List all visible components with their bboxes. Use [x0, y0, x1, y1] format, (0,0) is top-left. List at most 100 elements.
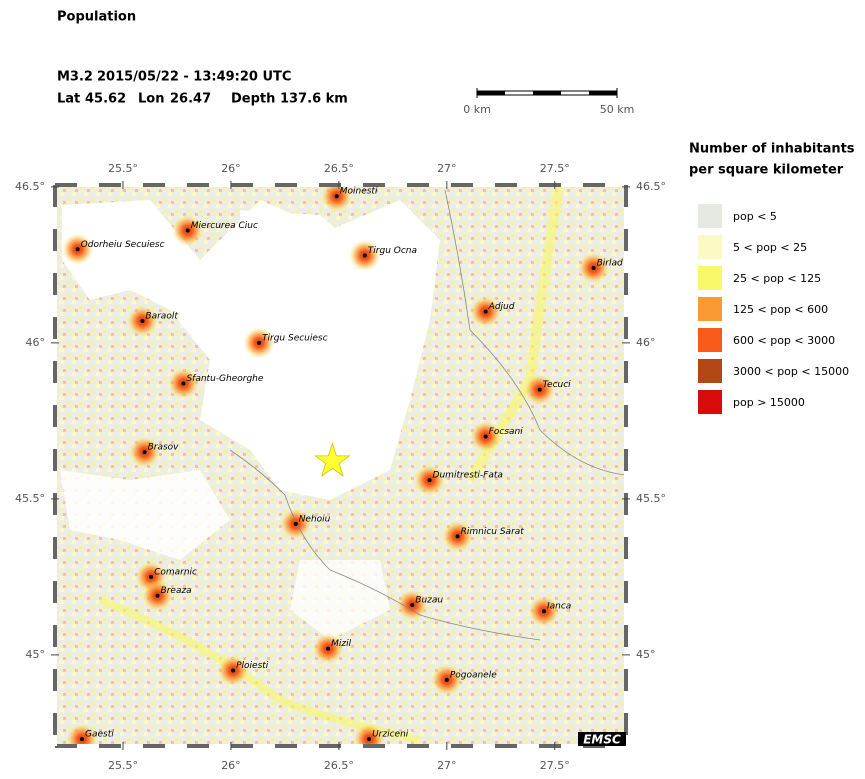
city-dot — [334, 194, 339, 199]
city-dot — [142, 450, 147, 455]
legend-label: pop > 15000 — [733, 396, 805, 409]
legend-swatch — [698, 297, 722, 321]
x-tick-label: 27° — [437, 162, 457, 175]
event-time: 2015/05/22 - 13:49:20 UTC — [97, 70, 291, 85]
city-label: Brasov — [148, 443, 180, 453]
credit-box — [578, 732, 626, 746]
x-tick-label: 27° — [437, 759, 457, 772]
y-tick-label: 45° — [26, 648, 46, 661]
city-label: Baraolt — [145, 312, 178, 322]
y-tick-label: 45.5° — [15, 492, 45, 505]
city-dot — [140, 319, 145, 324]
city-halo — [353, 723, 386, 746]
city-label: Moinesti — [340, 187, 378, 197]
city-dot — [591, 265, 596, 270]
city-label: Urziceni — [372, 730, 409, 740]
city-label: Rimnicu Sarat — [461, 527, 525, 537]
legend-title: Number of inhabitants — [689, 142, 855, 157]
legend-label: 5 < pop < 25 — [733, 241, 807, 254]
legend-label: 125 < pop < 600 — [733, 303, 828, 316]
city-label: Odorheiu Secuiesc — [81, 240, 165, 250]
y-tick-label: 46.5° — [15, 180, 45, 193]
city-label: Mizil — [331, 639, 351, 649]
legend-swatch — [698, 328, 722, 352]
legend-swatch — [698, 235, 722, 259]
legend-label: 600 < pop < 3000 — [733, 334, 835, 347]
depth-value: 137.6 km — [280, 92, 348, 107]
city-label: Tirgu Secuiesc — [262, 333, 328, 343]
scale-bar — [476, 88, 618, 98]
river — [444, 189, 627, 476]
y-tick-label: 45.5° — [636, 492, 666, 505]
x-tick-label: 27.5° — [540, 162, 570, 175]
city-dot — [362, 253, 367, 258]
population-raster — [55, 185, 626, 746]
city-label: Adjud — [488, 302, 515, 312]
city-label: Comarnic — [154, 567, 197, 577]
city-label: Miercurea Ciuc — [191, 221, 258, 231]
city-dot — [293, 521, 298, 526]
legend-label: pop < 5 — [733, 210, 777, 223]
lon-value: 26.47 — [170, 92, 211, 107]
legend-label: 3000 < pop < 15000 — [733, 365, 849, 378]
x-tick-label: 26° — [221, 162, 241, 175]
city-dot — [326, 646, 331, 651]
city-label: Tirgu Ocna — [368, 246, 417, 256]
city-dot — [231, 668, 236, 673]
city-label: Birlad — [597, 258, 623, 268]
city-label: Pogoanele — [450, 670, 497, 680]
x-tick-label: 27.5° — [540, 759, 570, 772]
city-halo — [65, 723, 98, 746]
city-dot — [155, 593, 160, 598]
city-label: Nehoiu — [299, 514, 331, 524]
city-halo — [320, 185, 353, 213]
city-label: Sfantu-Gheorghe — [186, 374, 263, 384]
legend-swatch — [698, 266, 722, 290]
city-label: Gaesti — [85, 730, 114, 740]
city-label: Ploiesti — [236, 661, 269, 671]
city-dot — [181, 381, 186, 386]
legend-swatch — [698, 204, 722, 228]
legend-swatch — [698, 359, 722, 383]
city-label: Ianca — [547, 602, 571, 612]
city-dot — [541, 609, 546, 614]
city-label: Focsani — [489, 427, 524, 437]
city-dot — [537, 387, 542, 392]
x-tick-label: 25.5° — [108, 759, 138, 772]
city-dot — [75, 247, 80, 252]
border — [229, 449, 541, 641]
city-dot — [410, 602, 415, 607]
city-dot — [483, 434, 488, 439]
y-tick-label: 45° — [636, 648, 656, 661]
city-dot — [427, 478, 432, 483]
x-tick-label: 26.5° — [324, 162, 354, 175]
scale-end: 50 km — [600, 103, 635, 116]
city-label: Dumitresti-Fata — [433, 471, 503, 481]
map-frame: 25.5° 25.5° 26° 26° 26.5° 26.5° 27° 27° 27.5° 27.… — [15, 162, 666, 772]
y-tick-label: 46° — [26, 336, 46, 349]
city-dot — [185, 228, 190, 233]
lat-value: 45.62 — [85, 92, 126, 107]
lat-label: Lat — [57, 92, 80, 107]
legend-swatch — [698, 390, 722, 414]
x-tick-label: 25.5° — [108, 162, 138, 175]
y-tick-label: 46° — [636, 336, 656, 349]
legend-label: 25 < pop < 125 — [733, 272, 821, 285]
city-dot — [455, 534, 460, 539]
x-tick-label: 26° — [221, 759, 241, 772]
depth-label: Depth — [231, 92, 275, 107]
credit: EMSC — [583, 733, 621, 747]
y-tick-label: 46.5° — [636, 180, 666, 193]
magnitude: M3.2 — [57, 70, 93, 85]
city-dot — [483, 309, 488, 314]
city-label: Tecuci — [543, 380, 572, 390]
city-label: Breaza — [161, 586, 192, 596]
title: Population — [57, 10, 136, 25]
city-dot — [367, 737, 372, 742]
city-dot — [79, 737, 84, 742]
x-tick-label: 26.5° — [324, 759, 354, 772]
city-dot — [444, 677, 449, 682]
city-label: Buzau — [415, 595, 443, 605]
city-dot — [149, 574, 154, 579]
